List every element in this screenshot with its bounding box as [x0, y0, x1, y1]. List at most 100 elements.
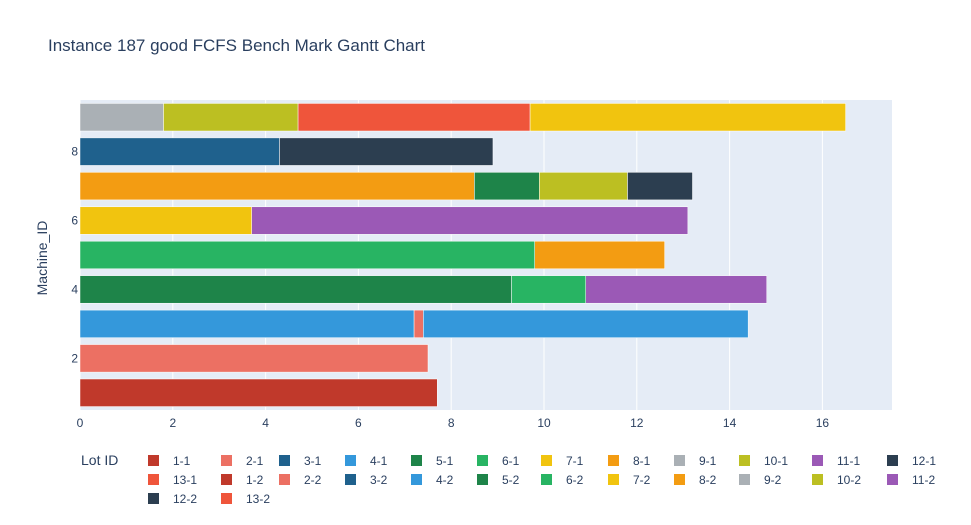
legend-swatch [148, 474, 159, 485]
gantt-bar-12-1[interactable] [627, 172, 693, 201]
gantt-bar-6-2[interactable] [511, 275, 587, 304]
gantt-bar-8-1[interactable] [79, 172, 475, 201]
legend-label: 3-2 [370, 473, 388, 487]
legend-item-9-2[interactable]: 9-2 [739, 473, 782, 487]
legend-item-7-2[interactable]: 7-2 [608, 473, 651, 487]
gantt-bar-2-1[interactable] [79, 344, 429, 373]
legend-item-10-2[interactable]: 10-2 [812, 473, 861, 487]
gantt-bar-11-2[interactable] [251, 206, 689, 235]
gantt-bar-4-2[interactable] [423, 309, 749, 338]
legend-swatch [279, 474, 290, 485]
gantt-bar-7-1[interactable] [79, 206, 252, 235]
legend-swatch [608, 474, 619, 485]
legend-item-10-1[interactable]: 10-1 [739, 454, 788, 468]
gantt-bar-1-1[interactable] [79, 378, 438, 407]
legend-item-2-2[interactable]: 2-2 [279, 473, 322, 487]
legend-swatch [411, 455, 422, 466]
gantt-bar-10-1[interactable] [163, 103, 299, 132]
legend-swatch [148, 493, 159, 504]
gantt-bar-5-2[interactable] [474, 172, 540, 201]
legend-item-5-2[interactable]: 5-2 [477, 473, 520, 487]
legend-item-3-1[interactable]: 3-1 [279, 454, 322, 468]
legend-item-1-1[interactable]: 1-1 [148, 454, 191, 468]
gantt-bar-6-1[interactable] [79, 240, 535, 270]
legend-label: 11-2 [912, 473, 935, 487]
gantt-bar-10-2[interactable] [539, 172, 628, 201]
legend-label: 4-1 [370, 454, 388, 468]
legend-item-6-1[interactable]: 6-1 [477, 454, 520, 468]
gantt-bar-12-2[interactable] [279, 137, 494, 166]
legend-item-4-2[interactable]: 4-2 [411, 473, 454, 487]
gantt-bar-9-1[interactable] [79, 103, 164, 132]
legend-item-13-1[interactable]: 13-1 [148, 473, 197, 487]
legend[interactable]: 1-1 2-1 3-1 4-1 5-1 6-1 7-1 8-1 9-1 10-1 11-1 12-1 1… [148, 454, 936, 506]
gantt-bars [79, 103, 846, 407]
legend-label: 12-1 [912, 454, 936, 468]
y-axis-title: Machine_ID [34, 221, 50, 296]
legend-item-12-2[interactable]: 12-2 [148, 492, 197, 506]
legend-item-5-1[interactable]: 5-1 [411, 454, 454, 468]
legend-item-13-2[interactable]: 13-2 [221, 492, 270, 506]
legend-item-12-1[interactable]: 12-1 [887, 454, 936, 468]
legend-title: Lot ID [81, 452, 118, 468]
x-tick-label: 10 [537, 416, 551, 430]
legend-label: 2-2 [304, 473, 322, 487]
legend-swatch [541, 474, 552, 485]
legend-item-9-1[interactable]: 9-1 [674, 454, 717, 468]
legend-swatch [477, 474, 488, 485]
legend-swatch [541, 455, 552, 466]
legend-swatch [887, 474, 898, 485]
gantt-bar-4-1[interactable] [79, 309, 415, 338]
legend-label: 6-2 [566, 473, 584, 487]
legend-swatch [148, 455, 159, 466]
gantt-bar-3-1[interactable] [79, 137, 280, 166]
legend-item-6-2[interactable]: 6-2 [541, 473, 584, 487]
legend-item-8-2[interactable]: 8-2 [674, 473, 717, 487]
legend-label: 1-2 [246, 473, 264, 487]
legend-swatch [221, 455, 232, 466]
legend-label: 7-2 [633, 473, 651, 487]
x-axis-ticks: 0 2 4 6 8 10 12 14 16 [77, 416, 830, 430]
gantt-bar-5-1[interactable] [79, 275, 512, 304]
gantt-bar-7-2[interactable] [529, 103, 846, 132]
legend-label: 1-1 [173, 454, 191, 468]
legend-label: 8-1 [633, 454, 651, 468]
legend-swatch [887, 455, 898, 466]
legend-label: 9-2 [764, 473, 782, 487]
legend-item-11-1[interactable]: 11-1 [812, 454, 860, 468]
legend-item-11-2[interactable]: 11-2 [887, 473, 935, 487]
gantt-bar-11-1[interactable] [585, 275, 767, 304]
legend-label: 3-1 [304, 454, 322, 468]
legend-swatch [279, 455, 290, 466]
x-tick-label: 12 [630, 416, 644, 430]
legend-item-8-1[interactable]: 8-1 [608, 454, 651, 468]
gantt-bar-13-1[interactable] [297, 103, 531, 132]
x-tick-label: 16 [816, 416, 830, 430]
legend-label: 10-2 [837, 473, 861, 487]
legend-label: 8-2 [699, 473, 717, 487]
y-tick-label: 4 [71, 282, 78, 296]
legend-swatch [608, 455, 619, 466]
legend-item-1-2[interactable]: 1-2 [221, 473, 264, 487]
legend-item-7-1[interactable]: 7-1 [541, 454, 584, 468]
legend-item-2-1[interactable]: 2-1 [221, 454, 264, 468]
x-tick-label: 8 [448, 416, 455, 430]
x-tick-label: 6 [355, 416, 362, 430]
legend-swatch [674, 455, 685, 466]
legend-label: 13-1 [173, 473, 197, 487]
gantt-bar-2-2[interactable] [413, 309, 424, 338]
legend-item-3-2[interactable]: 3-2 [345, 473, 388, 487]
legend-swatch [477, 455, 488, 466]
y-axis-ticks: 2 4 6 8 [71, 145, 78, 366]
legend-item-4-1[interactable]: 4-1 [345, 454, 388, 468]
legend-label: 12-2 [173, 492, 197, 506]
legend-label: 2-1 [246, 454, 264, 468]
legend-swatch [674, 474, 685, 485]
legend-swatch [812, 474, 823, 485]
legend-swatch [345, 455, 356, 466]
legend-swatch [411, 474, 422, 485]
gantt-bar-8-2[interactable] [534, 240, 665, 270]
y-tick-label: 2 [71, 351, 78, 365]
legend-swatch [739, 455, 750, 466]
